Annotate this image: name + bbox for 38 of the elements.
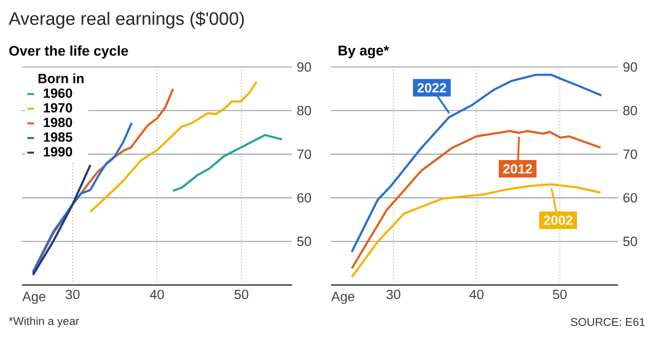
chart-title: Average real earnings ($'000): [8, 11, 244, 29]
x-axis-title: Age: [22, 292, 46, 304]
line-series: [350, 183, 602, 278]
y-tick-label: 70: [623, 149, 638, 159]
y-tick-label: 60: [623, 193, 638, 203]
x-tick-label: 50: [234, 290, 248, 300]
y-tick-label: 90: [623, 62, 638, 72]
source-note: SOURCE: E61: [570, 318, 645, 326]
legend-label: 1960: [44, 88, 72, 98]
x-tick-label: 30: [66, 290, 80, 300]
x-tick-label: 40: [150, 290, 164, 300]
legend-label: 1985: [44, 132, 72, 142]
legend-label: 1980: [44, 118, 72, 128]
legend-label: 1990: [44, 147, 72, 156]
text: 2002: [544, 216, 572, 225]
legend-title: Born in: [38, 73, 84, 84]
x-axis-title: Age: [331, 292, 354, 304]
line-series: [172, 134, 283, 192]
y-tick-label: 80: [623, 106, 638, 116]
line-series: [350, 130, 602, 270]
y-tick-label: 80: [297, 106, 312, 116]
y-tick-label: 50: [297, 236, 312, 246]
text: *Within a year: [8, 316, 80, 328]
y-tick-label: 90: [297, 62, 312, 72]
x-tick-label: 50: [552, 290, 567, 300]
chart-subtitle: Over the life cycle: [9, 45, 128, 59]
line-series: [32, 164, 92, 276]
x-tick-label: 40: [469, 290, 484, 300]
text: 2012: [503, 164, 532, 174]
chart-title: By age*: [338, 46, 390, 58]
y-tick-label: 60: [297, 193, 312, 203]
y-tick-label: 50: [623, 236, 638, 246]
legend-label: 1970: [44, 103, 72, 113]
line-series: [350, 74, 602, 253]
series-label: 2022: [417, 83, 446, 93]
x-tick-label: 30: [386, 290, 400, 300]
line-series: [89, 80, 258, 213]
y-tick-label: 70: [297, 149, 312, 159]
